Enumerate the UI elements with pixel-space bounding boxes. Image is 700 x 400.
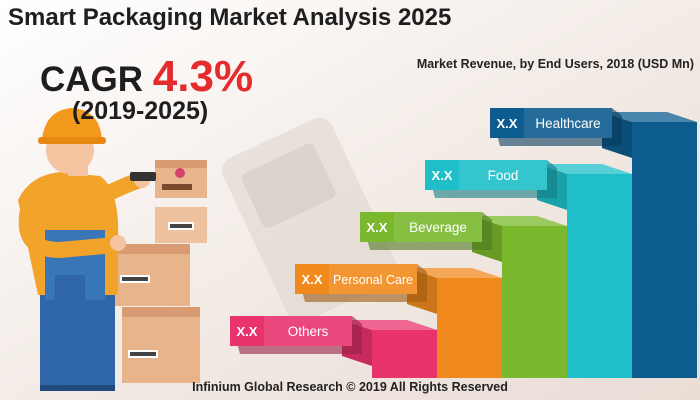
category-label-food: Food	[488, 168, 519, 183]
value-box-others	[230, 316, 264, 346]
value-box-food	[425, 160, 459, 190]
chart-title: Market Revenue, by End Users, 2018 (USD …	[416, 57, 694, 71]
category-label-healthcare: Healthcare	[535, 116, 600, 131]
cagr-label: CAGR 4.3%	[40, 52, 253, 102]
value-box-healthcare	[490, 108, 524, 138]
category-label-others: Others	[288, 324, 329, 339]
category-label-beverage: Beverage	[409, 220, 467, 235]
bar-healthcare	[632, 122, 697, 378]
bar-top-others	[342, 320, 437, 330]
category-label-personal-care: Personal Care	[333, 273, 413, 287]
box-stack	[112, 160, 207, 383]
value-box-personal-care	[295, 264, 329, 294]
value-label-personal-care: X.X	[302, 272, 323, 287]
bar-others	[372, 330, 437, 378]
bar-top-food	[537, 164, 632, 174]
cagr-value: 4.3%	[152, 52, 254, 101]
worker-illustration	[18, 108, 207, 391]
cagr-period: (2019-2025)	[72, 97, 209, 125]
value-label-others: X.X	[237, 324, 258, 339]
value-label-food: X.X	[432, 168, 453, 183]
bar-personal-care	[437, 278, 502, 378]
bar-top-personal-care	[407, 268, 502, 278]
bar-top-beverage	[472, 216, 567, 226]
cagr-text: CAGR	[40, 60, 144, 99]
bar-beverage	[502, 226, 567, 378]
value-box-beverage	[360, 212, 394, 242]
copyright-footer: Infinium Global Research © 2019 All Righ…	[192, 380, 508, 394]
value-label-healthcare: X.X	[497, 116, 518, 131]
bar-top-healthcare	[602, 112, 697, 122]
value-label-beverage: X.X	[367, 220, 388, 235]
page-title: Smart Packaging Market Analysis 2025	[8, 4, 452, 31]
bar-food	[567, 174, 632, 378]
